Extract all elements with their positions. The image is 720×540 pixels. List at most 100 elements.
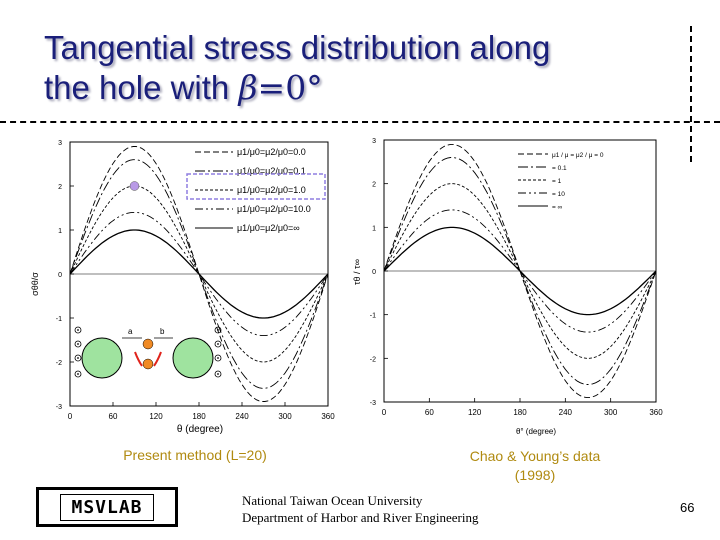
legend-label-3: = 1 bbox=[552, 178, 562, 185]
right-chart-curves bbox=[383, 143, 657, 399]
y-tick-label: 2 bbox=[372, 182, 376, 189]
hole-left bbox=[81, 337, 123, 379]
far-field-marker-dot bbox=[217, 357, 219, 359]
legend-label-4: μ1/μ0=μ2/μ0=10.0 bbox=[237, 204, 311, 214]
legend-label-5: μ1/μ0=μ2/μ0=∞ bbox=[237, 223, 300, 233]
page-number: 66 bbox=[680, 500, 695, 515]
legend-label-1: μ1/μ0=μ2/μ0=0.0 bbox=[237, 147, 306, 157]
x-tick-label: 120 bbox=[468, 408, 482, 417]
dashed-divider bbox=[0, 121, 720, 123]
x-tick-label: 360 bbox=[649, 408, 663, 417]
y-tick-label: 0 bbox=[58, 272, 62, 279]
y-tick-label: -3 bbox=[370, 400, 376, 407]
far-field-marker bbox=[214, 340, 222, 348]
right-chart-ticks: 0 60 120 180 240 300 360 3 2 1 0 -1 -2 -3 bbox=[370, 138, 663, 417]
legend-label-2: = 0.1 bbox=[552, 165, 567, 172]
far-field-markers bbox=[74, 326, 222, 378]
highlight-marker bbox=[129, 181, 140, 191]
right-x-axis-label: θ° (degree) bbox=[516, 427, 556, 436]
chart-chao-young: 0 60 120 180 240 300 360 3 2 1 0 -1 -2 -3 μ1 / μ = μ2… bbox=[352, 138, 663, 436]
far-field-marker bbox=[74, 370, 82, 378]
msvlab-logo: MSVLAB bbox=[36, 487, 178, 527]
title-line-2: the hole with β=0° bbox=[44, 68, 684, 108]
inset-point-bottom bbox=[142, 358, 154, 370]
x-tick-label: 0 bbox=[382, 408, 387, 417]
inset-arrow-right bbox=[153, 351, 162, 367]
far-field-marker-dot bbox=[217, 373, 219, 375]
y-tick-label: -2 bbox=[370, 356, 376, 363]
title-text: the hole with bbox=[44, 69, 239, 106]
y-tick-label: -2 bbox=[56, 360, 62, 367]
x-tick-label: 180 bbox=[192, 412, 206, 421]
legend-label-4: = 10 bbox=[552, 191, 565, 198]
y-tick-label: -3 bbox=[56, 404, 62, 411]
series-line-4 bbox=[383, 209, 657, 333]
y-tick-label: 3 bbox=[372, 138, 376, 145]
legend-label-3: μ1/μ0=μ2/μ0=1.0 bbox=[237, 185, 306, 195]
x-tick-label: 240 bbox=[559, 408, 573, 417]
slide-title: Tangential stress distribution along the… bbox=[44, 28, 684, 108]
far-field-marker-dot bbox=[217, 343, 219, 345]
series-line-1 bbox=[69, 146, 329, 402]
inset-label-a: a bbox=[128, 327, 133, 336]
far-field-marker-dot bbox=[77, 343, 79, 345]
legend-label-5: = ∞ bbox=[552, 204, 563, 211]
legend-label-1: μ1 / μ = μ2 / μ = 0 bbox=[552, 152, 604, 159]
dashed-right-edge bbox=[690, 26, 692, 162]
x-tick-label: 240 bbox=[235, 412, 249, 421]
series-line-5 bbox=[383, 226, 657, 316]
x-tick-label: 120 bbox=[149, 412, 163, 421]
x-tick-label: 0 bbox=[68, 412, 73, 421]
series-line-1 bbox=[383, 143, 657, 399]
series-line-3 bbox=[383, 183, 657, 359]
left-chart-ticks: 0 60 120 180 240 300 360 3 2 1 0 -1 -2 -3 bbox=[56, 140, 335, 421]
x-tick-label: 300 bbox=[604, 408, 618, 417]
caption-chao-young: Chao & Young’s data (1998) bbox=[430, 447, 640, 485]
title-angle: =0° bbox=[257, 68, 323, 107]
x-tick-label: 360 bbox=[321, 412, 335, 421]
title-beta-symbol: β bbox=[238, 68, 258, 107]
far-field-marker bbox=[74, 340, 82, 348]
y-tick-label: 1 bbox=[58, 228, 62, 235]
far-field-marker-dot bbox=[217, 329, 219, 331]
left-x-axis-label: θ (degree) bbox=[177, 424, 223, 435]
far-field-marker bbox=[214, 370, 222, 378]
far-field-marker-dot bbox=[77, 373, 79, 375]
org-line-1: National Taiwan Ocean University bbox=[242, 493, 423, 508]
x-tick-label: 180 bbox=[513, 408, 527, 417]
x-tick-label: 60 bbox=[109, 412, 118, 421]
footer-organization: National Taiwan Ocean University Departm… bbox=[242, 492, 478, 526]
y-tick-label: 0 bbox=[372, 269, 376, 276]
logo-text: MSVLAB bbox=[60, 493, 154, 521]
far-field-marker-dot bbox=[77, 329, 79, 331]
far-field-marker-dot bbox=[77, 357, 79, 359]
series-line-5 bbox=[69, 229, 329, 319]
hole-inset: a b bbox=[81, 327, 214, 379]
y-tick-label: 2 bbox=[58, 184, 62, 191]
caption-present-method: Present method (L=20) bbox=[123, 447, 267, 463]
far-field-marker bbox=[74, 326, 82, 334]
inset-arrow-left bbox=[134, 351, 143, 367]
far-field-marker bbox=[214, 326, 222, 334]
far-field-marker bbox=[214, 354, 222, 362]
right-chart-legend: μ1 / μ = μ2 / μ = 0 = 0.1 = 1 = 10 = ∞ bbox=[518, 152, 604, 211]
caption-chao-young-line1: Chao & Young’s data bbox=[469, 448, 601, 464]
left-y-axis-label: σθθ/σ bbox=[30, 272, 40, 296]
org-line-2: Department of Harbor and River Engineeri… bbox=[242, 510, 479, 525]
legend-label-2: μ1/μ0=μ2/μ0=0.1 bbox=[237, 166, 306, 176]
y-tick-label: -1 bbox=[56, 316, 62, 323]
title-line-1: Tangential stress distribution along bbox=[44, 29, 551, 66]
inset-label-b: b bbox=[160, 327, 165, 336]
y-tick-label: 3 bbox=[58, 140, 62, 147]
left-chart-curves bbox=[69, 146, 329, 402]
right-y-axis-label: τθ / τ∞ bbox=[352, 259, 362, 285]
hole-right bbox=[172, 337, 214, 379]
x-tick-label: 60 bbox=[425, 408, 434, 417]
y-tick-label: 1 bbox=[372, 225, 376, 232]
chart-present-method: 0 60 120 180 240 300 360 3 2 1 0 -1 -2 -3 μ1/μ0=μ2/μ0… bbox=[30, 140, 335, 435]
caption-chao-young-line2: (1998) bbox=[514, 467, 556, 483]
x-tick-label: 300 bbox=[278, 412, 292, 421]
legend-highlight-box bbox=[186, 173, 326, 200]
inset-point-top bbox=[142, 338, 154, 350]
left-chart-legend: μ1/μ0=μ2/μ0=0.0 μ1/μ0=μ2/μ0=0.1 μ1/μ0=μ2/μ… bbox=[195, 147, 311, 233]
